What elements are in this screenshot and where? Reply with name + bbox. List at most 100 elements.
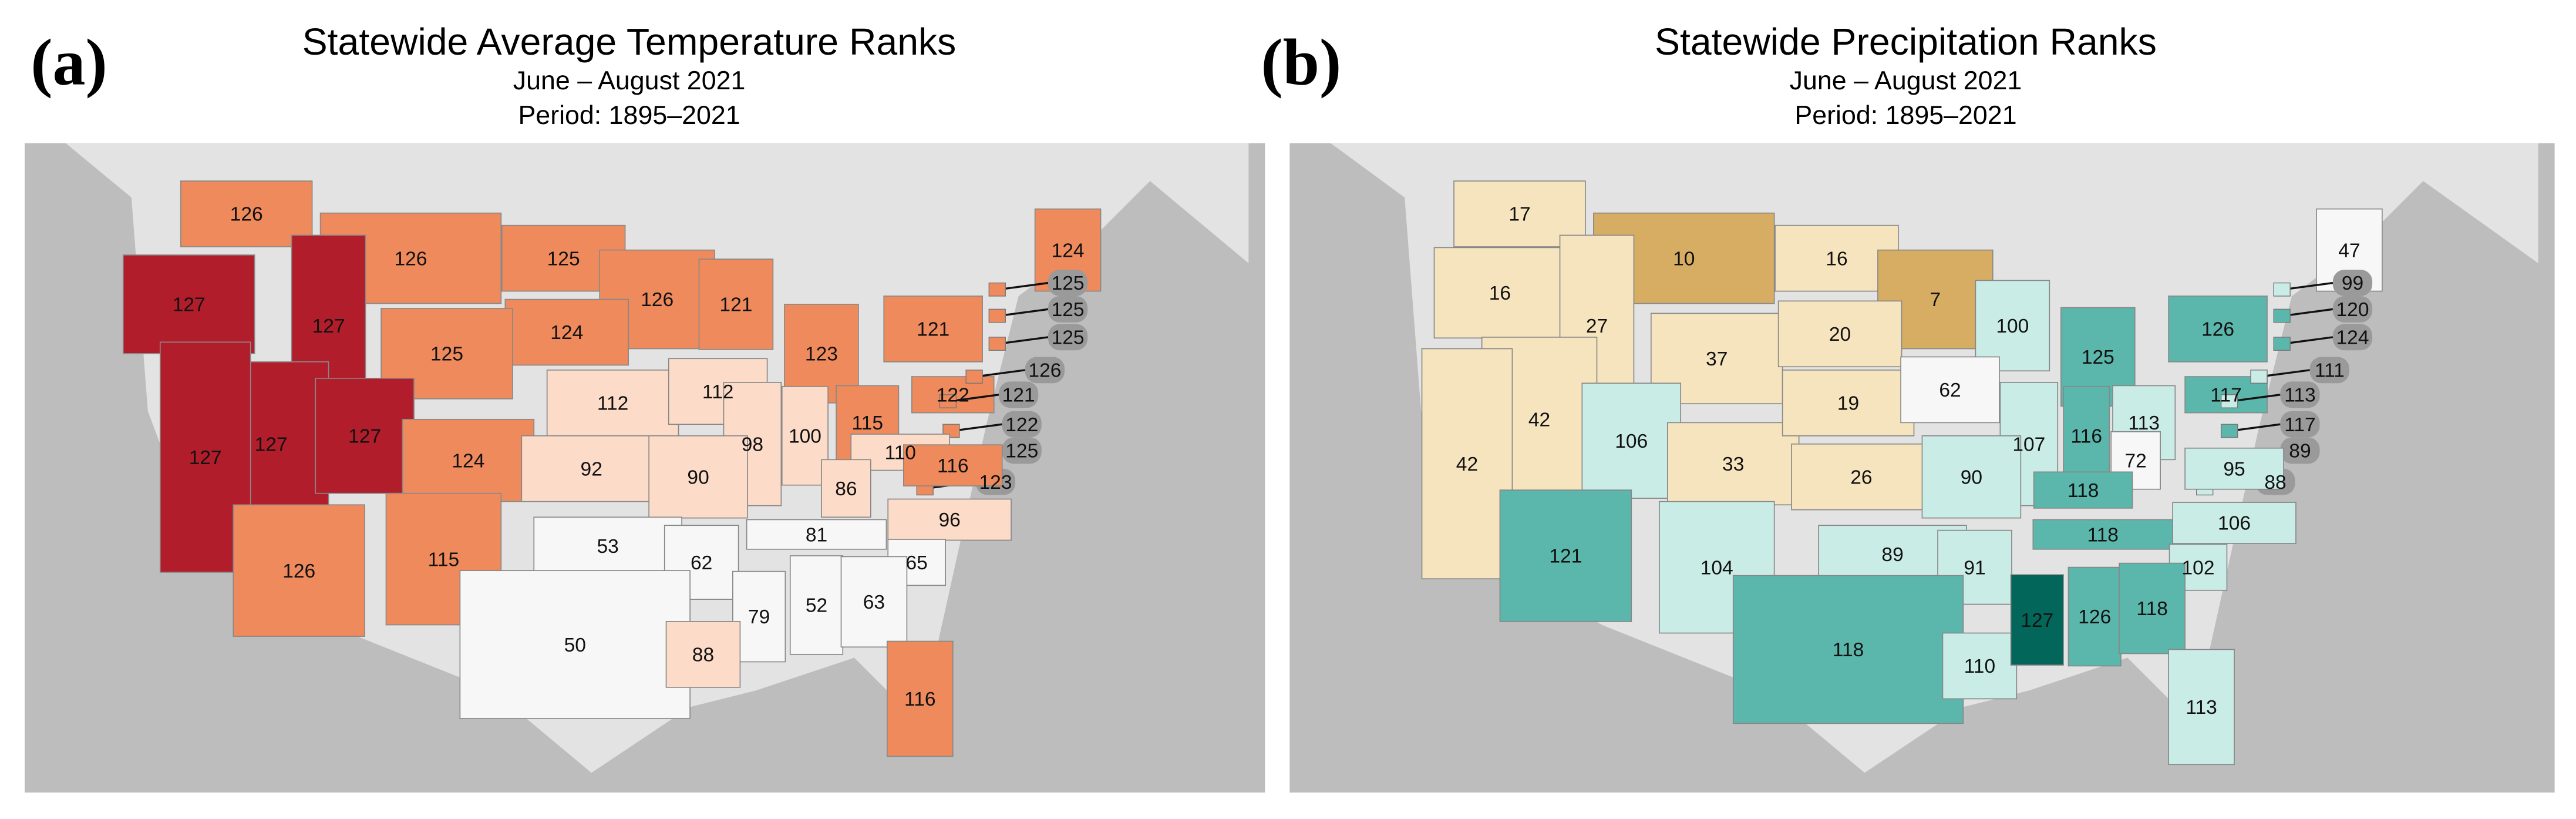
rank-label: 95: [2223, 458, 2245, 480]
rank-label: 127: [173, 294, 206, 316]
rank-label: 115: [428, 549, 460, 570]
rank-label: 110: [1964, 656, 1996, 677]
state: [789, 555, 844, 655]
state: [2168, 296, 2268, 362]
callout-bubble: [2309, 357, 2349, 384]
rank-label: 106: [2218, 513, 2251, 535]
state: [2119, 562, 2186, 654]
leader-line: [2231, 394, 2281, 402]
rank-label: 50: [564, 635, 586, 656]
state: [781, 385, 829, 486]
state: [1900, 356, 2000, 424]
state: [1782, 370, 1915, 437]
state: [1499, 489, 1632, 622]
state: [504, 298, 629, 366]
rank-label: 122: [937, 384, 969, 406]
leader-line: [2283, 281, 2333, 291]
callout-bubble: [999, 381, 1039, 408]
map-subtitle: June – August 2021: [513, 66, 746, 95]
rank-label: 92: [581, 458, 602, 480]
state: [402, 418, 535, 502]
rank-label: 121: [719, 294, 752, 316]
rank-label: 10: [1673, 248, 1695, 270]
leader-line: [975, 369, 1026, 378]
state: [821, 459, 871, 518]
leader-line: [952, 423, 1002, 432]
state: [988, 282, 1006, 297]
state: [1791, 443, 1932, 511]
rank-label: 118: [2136, 598, 2168, 620]
state: [2220, 394, 2238, 408]
state: [1581, 382, 1682, 499]
leader-line: [998, 336, 1049, 345]
rank-label: 118: [2067, 480, 2099, 502]
rank-label: 120: [2336, 299, 2369, 321]
state: [1433, 247, 1567, 339]
rank-label: 20: [1829, 324, 1851, 345]
state: [521, 435, 662, 502]
rank-label: 113: [2284, 384, 2316, 406]
rank-label: 126: [230, 204, 263, 226]
rank-label: 112: [702, 381, 734, 403]
leader-line: [998, 308, 1049, 317]
state: [903, 444, 1003, 486]
state: [2273, 337, 2291, 351]
state: [648, 435, 748, 519]
leader-line: [2260, 369, 2310, 378]
rank-label: 123: [805, 344, 838, 365]
rank-label: 81: [806, 524, 827, 546]
state: [1732, 575, 1964, 724]
state: [2010, 574, 2064, 666]
state: [1666, 422, 1800, 506]
state: [1975, 280, 2050, 372]
rank-label: 96: [938, 509, 960, 531]
rank-label: 53: [597, 536, 619, 558]
state: [546, 370, 679, 437]
state: [2273, 282, 2291, 297]
callout-bubble: [2332, 324, 2373, 351]
rank-label: 121: [1549, 546, 1582, 568]
leader-line: [2283, 336, 2333, 345]
state: [2172, 502, 2296, 544]
callout-bubble: [1048, 324, 1088, 351]
rank-label: 115: [851, 412, 883, 434]
state: [988, 308, 1006, 323]
callout-bubble: [1002, 411, 1042, 438]
rank-label: 102: [2181, 557, 2214, 579]
state: [1777, 300, 1902, 368]
rank-label: 62: [1939, 380, 1961, 401]
state: [665, 621, 741, 688]
rank-label: 65: [906, 552, 928, 574]
state: [2184, 447, 2284, 490]
rank-label: 124: [550, 322, 583, 344]
callout-bubble: [2280, 411, 2320, 438]
rank-label: 127: [2021, 610, 2053, 632]
rank-label: 126: [394, 248, 427, 270]
rank-label: 126: [282, 560, 315, 582]
rank-label: 124: [452, 450, 484, 472]
rank-label: 110: [884, 442, 916, 464]
rank-label: 42: [1456, 454, 1478, 475]
rank-label: 127: [348, 425, 381, 447]
rank-label: 99: [2342, 273, 2363, 294]
state: [746, 519, 887, 550]
rank-label: 112: [597, 392, 629, 414]
rank-label: 127: [312, 315, 345, 337]
rank-label: 42: [1528, 409, 1550, 431]
state: [886, 640, 954, 757]
state: [732, 570, 786, 663]
rank-label: 125: [1052, 327, 1085, 349]
state: [988, 337, 1006, 351]
rank-label: 88: [2264, 472, 2286, 494]
rank-label: 124: [2336, 327, 2369, 349]
rank-label: 100: [789, 425, 821, 447]
rank-label: 117: [2210, 384, 2242, 406]
rank-label: 107: [2012, 434, 2045, 455]
rank-label: 126: [2078, 606, 2111, 628]
rank-label: 127: [255, 434, 288, 455]
rank-label: 89: [2289, 441, 2311, 462]
callout-bubble: [2332, 270, 2373, 296]
rank-label: 72: [2125, 450, 2147, 472]
rank-label: 116: [937, 455, 969, 477]
